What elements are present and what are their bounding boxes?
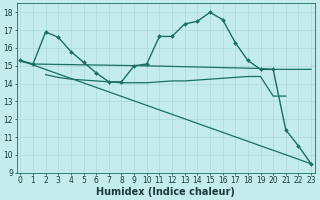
X-axis label: Humidex (Indice chaleur): Humidex (Indice chaleur) (96, 187, 235, 197)
